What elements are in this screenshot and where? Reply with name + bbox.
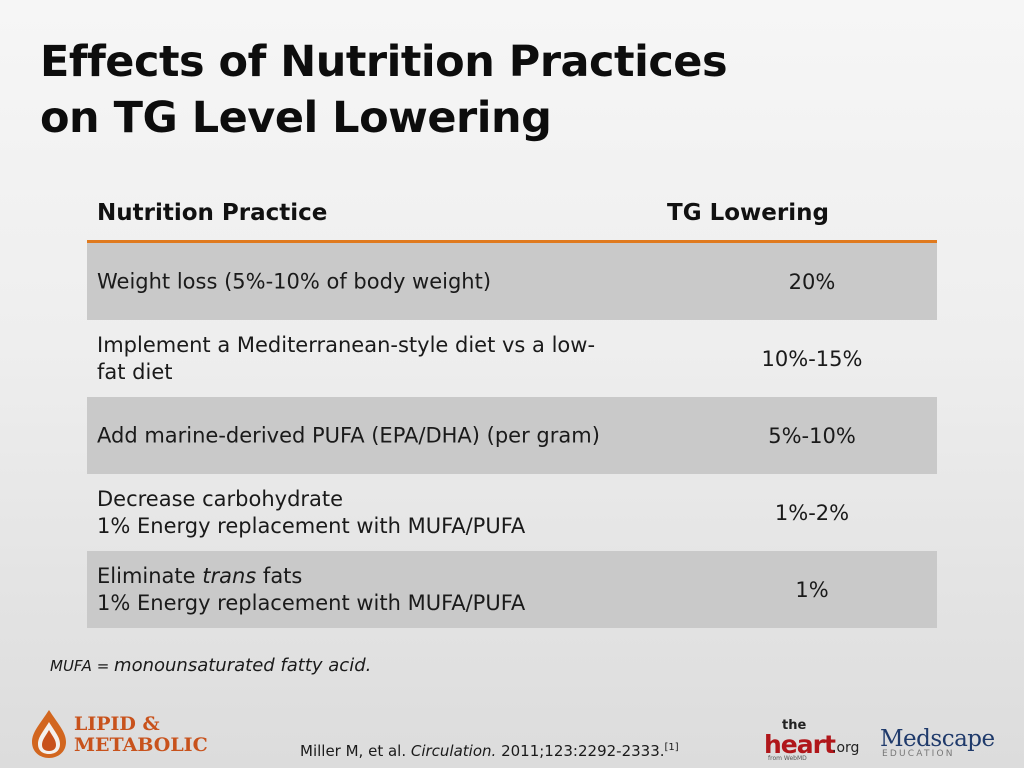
table-row: Weight loss (5%-10% of body weight) 20% <box>87 243 937 320</box>
citation-ref: [1] <box>664 742 679 753</box>
practice-text-italic: trans <box>202 563 257 588</box>
slide-title: Effects of Nutrition Practices on TG Lev… <box>40 34 940 146</box>
tg-lowering-cell: 10%-15% <box>761 346 863 371</box>
lipid-metabolic-logo: LIPID & METABOLIC <box>28 706 228 762</box>
citation: Miller M, et al. Circulation. 2011;123:2… <box>300 742 679 760</box>
logo-heart-text: heart <box>764 730 836 759</box>
table-row: Implement a Mediterranean-style diet vs … <box>87 320 937 397</box>
practice-text: Eliminate trans fats <box>97 563 657 590</box>
practice-text: 1% Energy replacement with MUFA/PUFA <box>97 590 526 615</box>
practice-text: Implement a Mediterranean-style diet vs … <box>97 332 596 357</box>
slide-title-line-2: on TG Level Lowering <box>40 93 552 143</box>
practice-text: Add marine-derived PUFA (EPA/DHA) (per g… <box>97 423 600 447</box>
flame-drop-icon <box>32 710 66 758</box>
practice-cell: Weight loss (5%-10% of body weight) <box>97 268 657 295</box>
tg-lowering-cell: 5%-10% <box>768 423 856 448</box>
logo-org-text: .org <box>832 740 860 756</box>
slide-title-line-1: Effects of Nutrition Practices <box>40 37 728 87</box>
tg-lowering-cell: 20% <box>788 269 836 294</box>
practice-text: fat diet <box>97 359 173 384</box>
medscape-name: Medscape <box>880 726 995 752</box>
practice-cell: Decrease carbohydrate 1% Energy replacem… <box>97 486 657 540</box>
practice-text: Decrease carbohydrate <box>97 486 344 511</box>
practice-cell: Implement a Mediterranean-style diet vs … <box>97 332 657 386</box>
header-tg-lowering: TG Lowering <box>667 200 829 226</box>
tg-lowering-cell: 1%-2% <box>774 500 850 525</box>
tg-lowering-cell: 1% <box>795 577 829 602</box>
nutrition-table: Nutrition Practice TG Lowering Weight lo… <box>87 190 937 628</box>
theheart-org-logo: the heart .org from WebMD <box>764 718 864 762</box>
lipid-text: LIPID & <box>74 713 160 735</box>
practice-text: 1% Energy replacement with MUFA/PUFA <box>97 513 526 538</box>
practice-cell: Add marine-derived PUFA (EPA/DHA) (per g… <box>97 422 657 449</box>
metabolic-text: METABOLIC <box>74 734 208 756</box>
table-row: Decrease carbohydrate 1% Energy replacem… <box>87 474 937 551</box>
citation-authors: Miller M, et al. <box>300 742 411 760</box>
table-row: Add marine-derived PUFA (EPA/DHA) (per g… <box>87 397 937 474</box>
practice-text-post: fats <box>256 563 303 588</box>
logo-the-text: the <box>782 718 807 733</box>
footnote-abbr: MUFA = <box>50 657 115 675</box>
footnote-definition: monounsaturated fatty acid. <box>114 655 372 676</box>
lipid-metabolic-text: LIPID & METABOLIC <box>74 714 208 756</box>
practice-text: Weight loss (5%-10% of body weight) <box>97 269 492 293</box>
header-nutrition-practice: Nutrition Practice <box>97 200 328 226</box>
medscape-sub: EDUCATION <box>882 749 955 759</box>
practice-cell: Eliminate trans fats 1% Energy replaceme… <box>97 563 657 617</box>
logo-webmd-text: from WebMD <box>768 755 807 762</box>
medscape-education-logo: Medscape EDUCATION <box>880 726 1000 766</box>
practice-text-pre: Eliminate <box>97 563 203 588</box>
citation-details: 2011;123:2292-2333. <box>496 742 665 760</box>
table-header: Nutrition Practice TG Lowering <box>87 190 937 243</box>
footnote: MUFA = monounsaturated fatty acid. <box>50 655 371 676</box>
table-row: Eliminate trans fats 1% Energy replaceme… <box>87 551 937 628</box>
citation-journal: Circulation. <box>410 742 497 760</box>
